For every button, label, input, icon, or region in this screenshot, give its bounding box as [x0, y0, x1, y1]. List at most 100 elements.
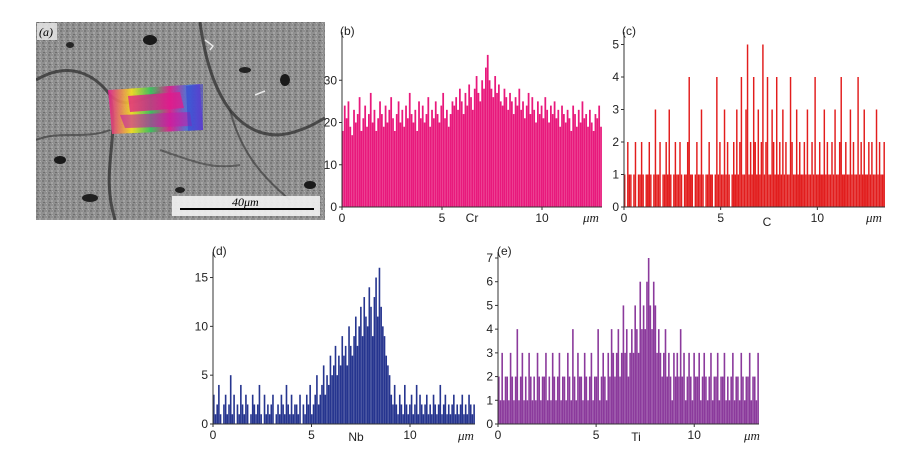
- bar: [528, 352, 530, 424]
- bar: [769, 174, 772, 207]
- bar: [757, 109, 760, 207]
- bar: [451, 101, 454, 208]
- bar: [253, 404, 256, 424]
- bar: [642, 305, 645, 424]
- bar: [490, 88, 493, 207]
- bar: [563, 376, 566, 424]
- bar: [795, 109, 798, 207]
- bar: [420, 404, 423, 424]
- bar: [363, 297, 366, 424]
- bar: [689, 376, 692, 424]
- bar: [382, 126, 385, 207]
- bar: [520, 109, 523, 207]
- bar: [858, 174, 861, 207]
- bar: [278, 414, 281, 424]
- bar: [356, 345, 359, 424]
- bar: [553, 101, 556, 208]
- bar: [385, 355, 388, 424]
- bar: [597, 329, 599, 424]
- x-tick-label: 10: [688, 428, 702, 442]
- bar: [429, 404, 431, 424]
- x-tick-label: 10: [535, 211, 549, 225]
- bar: [423, 122, 426, 207]
- bar: [628, 174, 631, 207]
- bar: [579, 122, 582, 207]
- bar: [509, 92, 511, 207]
- y-tick-label: 7: [486, 251, 493, 265]
- bar: [398, 394, 401, 424]
- bar: [637, 352, 640, 424]
- bar: [283, 414, 286, 424]
- bar: [358, 97, 361, 207]
- bar: [329, 355, 332, 424]
- bar: [684, 400, 687, 424]
- bar: [711, 174, 713, 207]
- bar: [498, 376, 500, 424]
- bar: [425, 394, 428, 424]
- bar: [771, 109, 773, 207]
- bar: [407, 414, 409, 424]
- bar: [880, 174, 882, 207]
- bar: [642, 174, 644, 207]
- bar: [294, 404, 296, 424]
- bar: [438, 122, 441, 207]
- y-tick-label: 1: [486, 393, 493, 407]
- bar: [737, 376, 739, 424]
- bar: [742, 174, 744, 207]
- bar: [746, 44, 749, 207]
- bar: [557, 109, 560, 207]
- bar: [782, 109, 784, 207]
- bar: [706, 400, 709, 424]
- bar: [551, 352, 554, 424]
- bar: [349, 345, 352, 424]
- nb-element-label: Nb: [348, 430, 364, 444]
- bar: [379, 101, 381, 208]
- bar: [433, 118, 435, 207]
- bar: [356, 114, 359, 207]
- bar: [548, 376, 551, 424]
- bar: [634, 142, 637, 207]
- bar: [800, 174, 803, 207]
- bar: [555, 118, 558, 207]
- bar: [345, 118, 348, 207]
- bar: [829, 174, 832, 207]
- bar: [404, 384, 406, 424]
- c-panel-label: (c): [622, 24, 636, 38]
- bar: [333, 365, 335, 424]
- bar: [583, 352, 586, 424]
- bar: [595, 376, 598, 424]
- bar: [780, 174, 783, 207]
- bar: [475, 76, 478, 207]
- bar: [245, 394, 247, 424]
- bar: [360, 130, 363, 207]
- bar: [304, 414, 306, 424]
- bar: [686, 142, 689, 207]
- bar: [241, 404, 244, 424]
- bar: [449, 114, 452, 207]
- bar: [446, 109, 448, 207]
- bar: [723, 352, 726, 424]
- bar: [666, 174, 669, 207]
- bar: [792, 174, 795, 207]
- bar: [498, 84, 500, 207]
- bar: [440, 105, 443, 207]
- bar: [588, 376, 591, 424]
- bar: [381, 114, 383, 207]
- bar: [592, 400, 594, 424]
- bar: [366, 126, 368, 207]
- bar: [305, 394, 308, 424]
- bar: [473, 88, 476, 207]
- bar: [733, 400, 736, 424]
- bar: [324, 394, 327, 424]
- y-tick-label: 10: [195, 319, 209, 333]
- x-tick-label: 5: [593, 428, 600, 442]
- bar: [439, 384, 442, 424]
- bar: [449, 414, 452, 424]
- bar: [405, 105, 407, 207]
- bar: [485, 67, 487, 207]
- bar: [550, 400, 552, 424]
- bar: [463, 414, 465, 424]
- bar: [214, 414, 217, 424]
- bar: [651, 329, 653, 424]
